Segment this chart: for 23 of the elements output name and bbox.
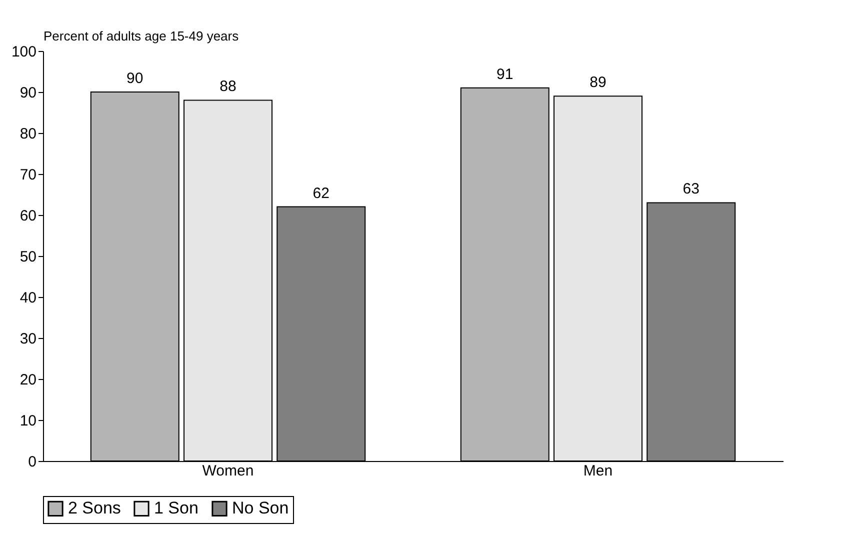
y-tick-label: 20 — [20, 372, 36, 388]
y-tick-label: 90 — [20, 84, 36, 102]
y-tick-label: 60 — [20, 208, 36, 224]
data-label: 91 — [496, 66, 514, 83]
x-tick-label: Women — [202, 462, 254, 480]
y-tick-label: 10 — [20, 412, 36, 430]
y-tick-label: 50 — [20, 248, 36, 266]
y-tick-label: 100 — [11, 44, 36, 60]
data-label: 63 — [682, 180, 700, 198]
y-axis-title: Percent of adults age 15-49 years — [44, 28, 240, 44]
data-label: 62 — [312, 184, 330, 202]
y-tick-label: 40 — [20, 290, 36, 306]
data-label: 90 — [126, 70, 144, 87]
y-tick-label: 0 — [28, 454, 36, 470]
x-tick-label: Men — [583, 462, 613, 480]
data-label: 88 — [220, 78, 236, 96]
data-label: 89 — [590, 74, 606, 92]
y-tick-label: 70 — [20, 166, 36, 184]
legend-label: 1 Son — [154, 498, 198, 518]
y-tick-label: 80 — [20, 126, 36, 142]
y-tick-label: 30 — [20, 330, 36, 348]
legend-label: No Son — [232, 498, 289, 518]
legend-label: 2 Sons — [68, 498, 121, 518]
